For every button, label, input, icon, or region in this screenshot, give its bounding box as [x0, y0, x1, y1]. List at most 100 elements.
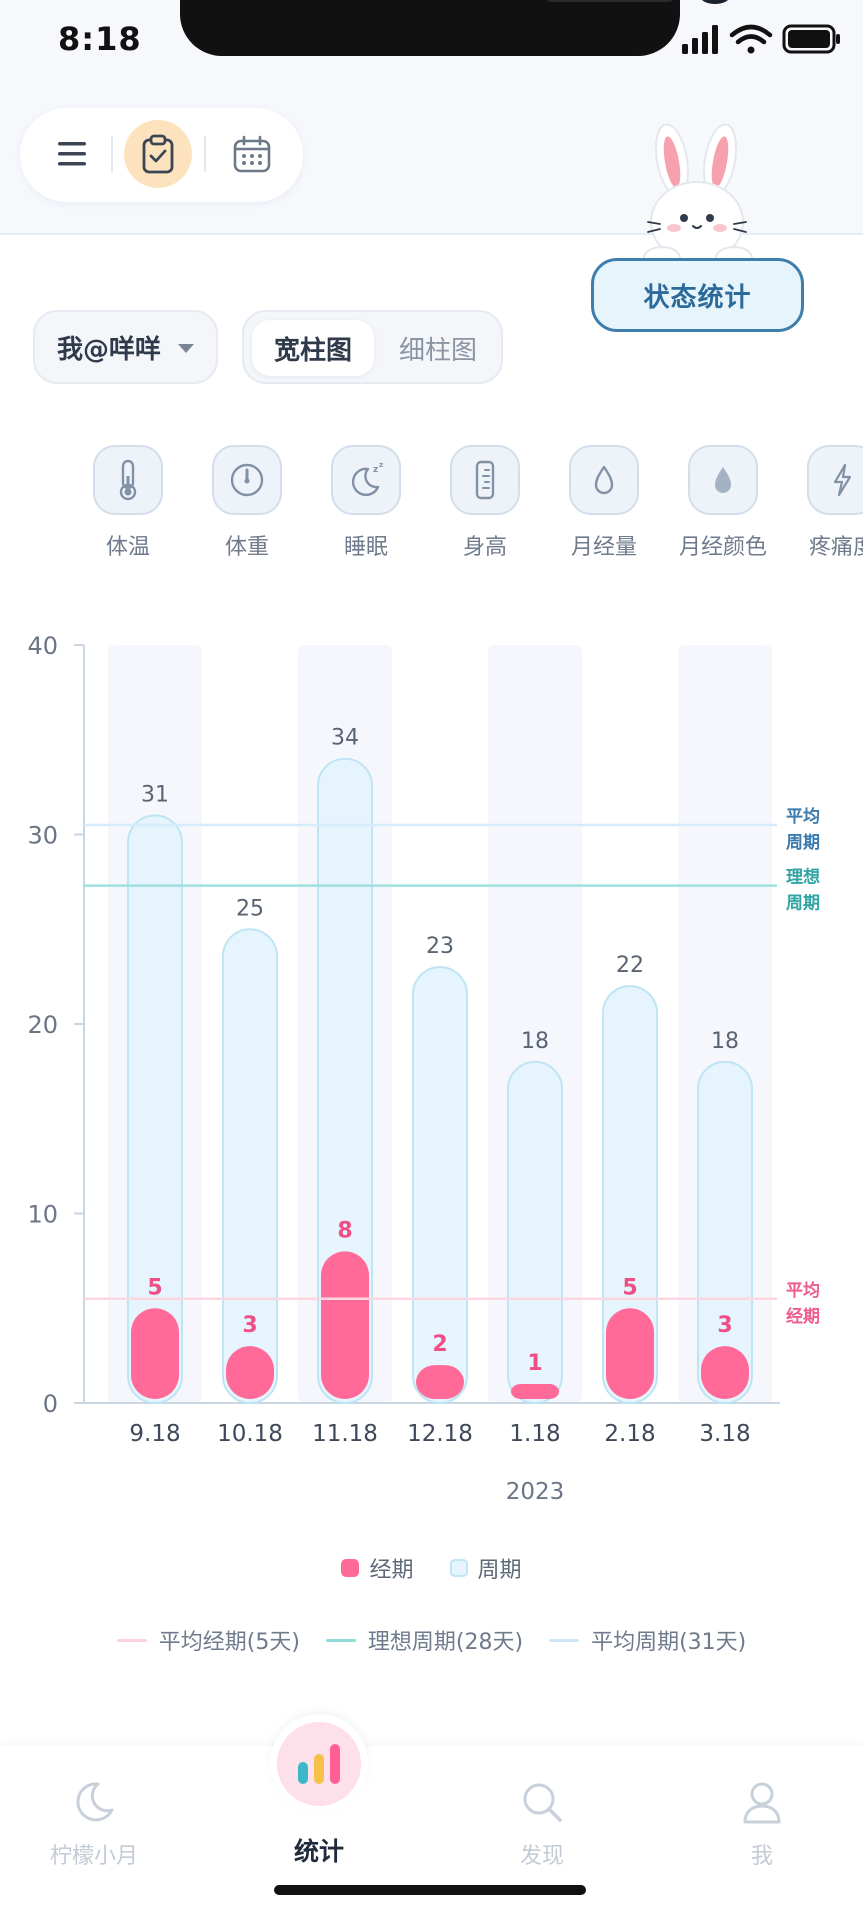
- cycle-bar-chart: 0102030403159.1825310.1834811.1823212.18…: [27, 632, 820, 1505]
- chart-legend: 经期 周期: [0, 1548, 863, 1588]
- reference-line-label: 理想: [786, 867, 820, 888]
- metric-weight[interactable]: 体重: [188, 445, 306, 561]
- x-tick-label: 9.18: [129, 1421, 180, 1447]
- tab-discover[interactable]: 发现: [467, 1774, 617, 1870]
- metric-selector: 体温 体重 z z 睡眠: [0, 445, 863, 565]
- period-bar: [511, 1384, 559, 1399]
- bunny-mascot: [630, 122, 765, 272]
- device-notch: [180, 0, 730, 56]
- legend-line-swatch: [549, 1638, 580, 1642]
- metric-label: 睡眠: [343, 535, 388, 560]
- legend-item-ideal-cycle: 理想周期(28天): [325, 1620, 524, 1660]
- legend-item-period[interactable]: 经期: [341, 1548, 414, 1588]
- metric-label: 身高: [462, 535, 507, 560]
- legend-item-cycle[interactable]: 周期: [449, 1548, 522, 1588]
- cycle-value-label: 25: [236, 896, 264, 921]
- legend-label: 周期: [477, 1558, 522, 1583]
- tab-label: 柠檬小月: [49, 1844, 138, 1869]
- reference-line-label: 平均: [786, 1280, 820, 1301]
- legend-label: 经期: [369, 1558, 414, 1583]
- metric-pain[interactable]: 疼痛度: [783, 445, 863, 561]
- y-tick-label: 10: [27, 1201, 58, 1229]
- period-bar: [606, 1308, 654, 1399]
- tab-me[interactable]: 我: [687, 1774, 837, 1870]
- period-value-label: 3: [242, 1313, 257, 1338]
- period-bar: [131, 1308, 179, 1399]
- cycle-value-label: 18: [521, 1029, 549, 1054]
- legend-item-avg-period: 平均经期(5天): [116, 1620, 300, 1660]
- cycle-bar: [697, 1060, 753, 1404]
- period-bar: [416, 1365, 464, 1399]
- top-toolbar: [20, 108, 303, 202]
- home-indicator: [274, 1885, 586, 1895]
- menu-icon: [58, 142, 86, 166]
- records-button[interactable]: [124, 120, 192, 188]
- legend-line-label: 理想周期(28天): [367, 1630, 524, 1655]
- toolbar-divider: [111, 136, 113, 172]
- metric-label: 疼痛度: [808, 535, 863, 560]
- x-axis-title: 2023: [506, 1479, 565, 1505]
- metric-sleep[interactable]: z z 睡眠: [307, 445, 425, 561]
- reference-line-label: 平均: [786, 806, 820, 827]
- period-bar: [321, 1251, 369, 1399]
- wide-bar-option[interactable]: 宽柱图: [252, 320, 374, 376]
- tab-statistics-label: 统计: [293, 1837, 344, 1866]
- metric-flow[interactable]: 月经量: [545, 445, 663, 561]
- drop-outline-icon: [569, 445, 639, 515]
- cycle-bar: [412, 966, 468, 1404]
- x-tick-label: 2.18: [604, 1421, 655, 1447]
- period-value-label: 8: [337, 1218, 352, 1243]
- metric-temperature[interactable]: 体温: [69, 445, 187, 561]
- user-icon: [734, 1774, 790, 1830]
- metric-label: 月经量: [570, 535, 637, 560]
- lightning-icon: [807, 445, 863, 515]
- metric-height[interactable]: 身高: [426, 445, 544, 561]
- y-tick-label: 30: [27, 822, 58, 850]
- metric-color[interactable]: 月经颜色: [664, 445, 782, 561]
- chevron-down-icon: [178, 344, 194, 353]
- cycle-value-label: 22: [616, 953, 644, 978]
- svg-text:z: z: [379, 461, 383, 469]
- tab-label: 发现: [519, 1844, 564, 1869]
- cycle-value-label: 34: [331, 726, 359, 751]
- toolbar-divider: [204, 136, 206, 172]
- state-statistics-button[interactable]: 状态统计: [591, 258, 804, 332]
- thin-bar-option[interactable]: 细柱图: [398, 335, 477, 366]
- front-camera: [700, 0, 730, 4]
- user-select-dropdown[interactable]: 我@咩咩: [33, 310, 218, 384]
- bar-stats-icon: [298, 1744, 340, 1784]
- cycle-bar: [127, 814, 183, 1405]
- legend-line-label: 平均经期(5天): [158, 1630, 300, 1655]
- y-tick-label: 40: [27, 632, 58, 660]
- svg-text:z: z: [373, 465, 378, 475]
- cycle-bar: [507, 1060, 563, 1404]
- drop-filled-icon: [688, 445, 758, 515]
- tab-lemon-month[interactable]: 柠檬小月: [19, 1774, 169, 1870]
- calendar-button[interactable]: [218, 120, 286, 188]
- legend-swatch: [449, 1559, 468, 1577]
- period-value-label: 1: [527, 1351, 542, 1376]
- x-tick-label: 3.18: [699, 1421, 750, 1447]
- cycle-value-label: 23: [426, 934, 454, 959]
- chart-style-toggle: 宽柱图 细柱图: [242, 310, 503, 384]
- wifi-icon: [729, 24, 773, 54]
- tab-statistics[interactable]: [277, 1722, 361, 1806]
- cycle-value-label: 31: [141, 783, 169, 808]
- legend-swatch: [341, 1559, 360, 1577]
- period-value-label: 5: [622, 1275, 637, 1300]
- y-tick-label: 20: [27, 1011, 58, 1039]
- thermometer-icon: [93, 445, 163, 515]
- reference-line-legend: 平均经期(5天) 理想周期(28天) 平均周期(31天): [0, 1620, 863, 1660]
- search-icon: [514, 1774, 570, 1830]
- period-value-label: 5: [147, 1275, 162, 1300]
- status-icons: [682, 22, 842, 56]
- legend-line-swatch: [116, 1638, 147, 1642]
- cycle-value-label: 18: [711, 1029, 739, 1054]
- period-value-label: 3: [717, 1313, 732, 1338]
- reference-line-label: 周期: [786, 894, 820, 914]
- legend-line-label: 平均周期(31天): [591, 1630, 747, 1655]
- menu-button[interactable]: [38, 120, 106, 188]
- metric-label: 体温: [105, 535, 150, 560]
- legend-line-swatch: [325, 1638, 356, 1642]
- x-tick-label: 1.18: [509, 1421, 560, 1447]
